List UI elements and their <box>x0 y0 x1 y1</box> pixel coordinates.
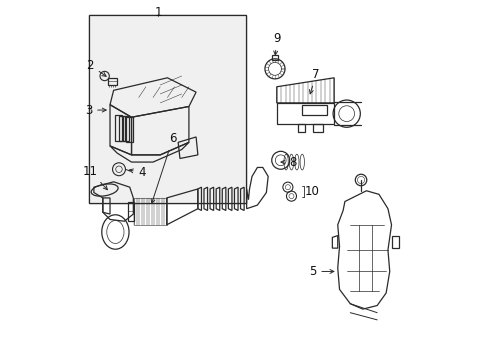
Text: 5: 5 <box>308 265 333 278</box>
Text: 3: 3 <box>84 104 106 117</box>
Text: 9: 9 <box>272 32 280 55</box>
Text: 8: 8 <box>281 156 296 168</box>
Text: 6: 6 <box>151 132 176 203</box>
Bar <box>128 202 134 221</box>
Bar <box>88 15 246 203</box>
Bar <box>134 198 166 225</box>
Text: 11: 11 <box>82 165 107 190</box>
Text: 10: 10 <box>304 185 319 198</box>
Text: 4: 4 <box>129 166 146 179</box>
Bar <box>88 15 246 203</box>
Text: 7: 7 <box>309 68 319 94</box>
Text: 1: 1 <box>154 6 162 19</box>
Bar <box>88 15 246 203</box>
Text: 2: 2 <box>86 59 106 76</box>
